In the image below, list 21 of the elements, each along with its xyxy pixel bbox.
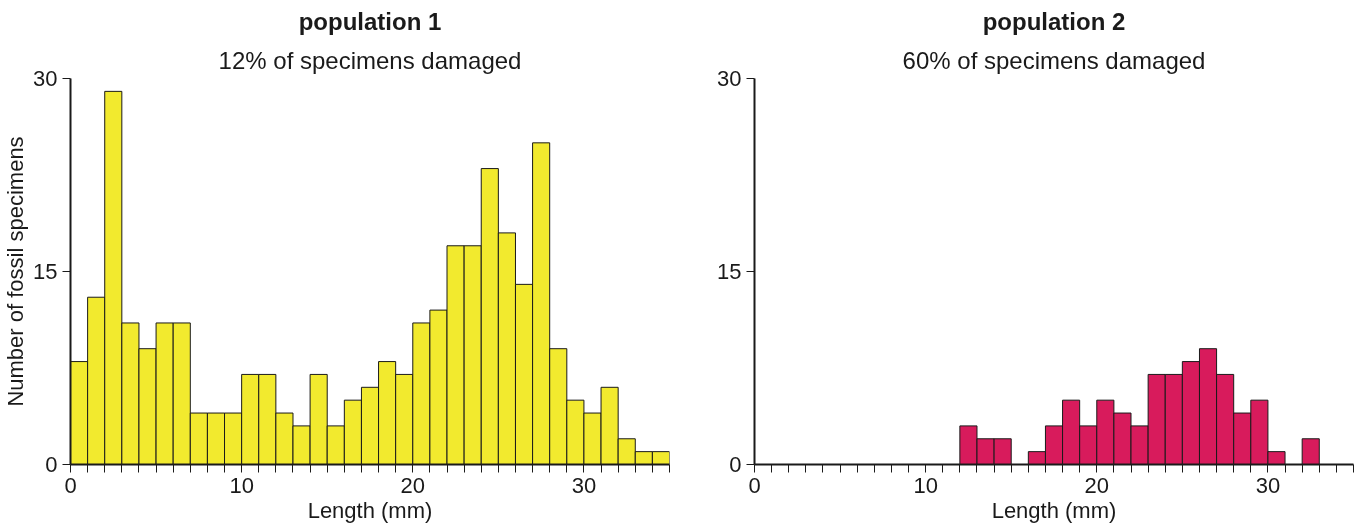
x-tick-label: 0 [748, 472, 761, 498]
y-tick-label: 15 [717, 259, 742, 284]
y-tick-label: 0 [729, 452, 742, 477]
x-axis-title: Length (mm) [307, 497, 433, 523]
x-tick-label: 0 [64, 472, 77, 498]
chart-subtitle: 12% of specimens damaged [218, 46, 522, 74]
y-axis-title: Number of fossil specimens [3, 136, 29, 407]
x-tick-label: 30 [571, 472, 597, 498]
x-axis-title: Length (mm) [991, 497, 1117, 523]
x-tick-label: 20 [400, 472, 426, 498]
chart-title: population 2 [982, 7, 1126, 35]
y-tick-label: 15 [33, 259, 58, 284]
x-tick-label: 10 [229, 472, 254, 498]
x-tick-label: 30 [1255, 472, 1281, 498]
x-tick-label: 10 [913, 472, 938, 498]
chart-title: population 1 [298, 7, 442, 35]
y-tick-label: 30 [717, 66, 742, 91]
x-tick-label: 20 [1084, 472, 1110, 498]
chart-subtitle: 60% of specimens damaged [902, 46, 1206, 74]
y-tick-label: 30 [33, 66, 58, 91]
y-tick-label: 0 [45, 452, 58, 477]
